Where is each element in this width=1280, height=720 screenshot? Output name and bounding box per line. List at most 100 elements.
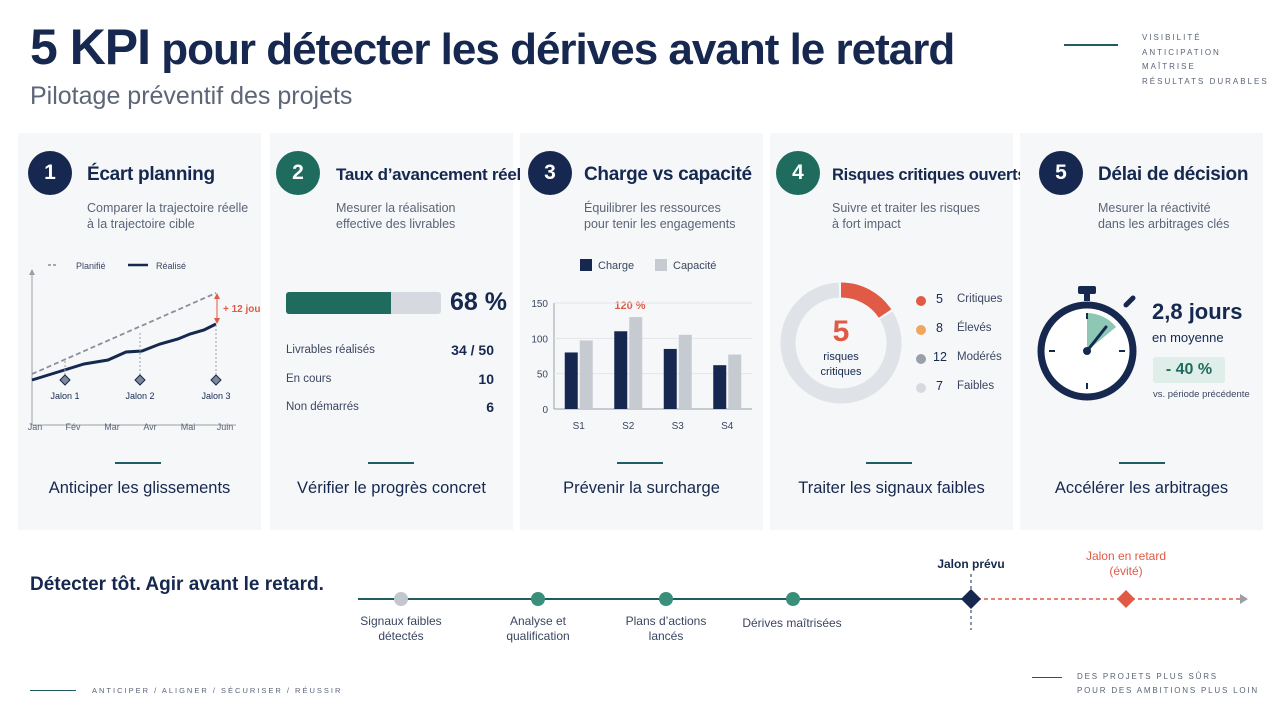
donut-center-label: critiques [821,366,862,378]
card-divider [368,462,414,464]
schedule-variance-chart: Planifié Réalisé + 12 jours Jalon 1 Jalo… [28,261,261,432]
late-milestone-line: Jalon en retard [1085,549,1167,563]
kpi-footer: Accélérer les arbitrages [1054,479,1229,497]
legend-label: Critiques [957,293,1003,305]
tagline-item: VISIBILITÉ [1142,33,1202,42]
kpi-description-line: à fort impact [832,217,901,231]
legend-dot-eleves [916,325,926,335]
timeline-step-line: lancés [648,629,684,643]
tagline-divider [1064,44,1118,46]
donut-slice-critiques [840,282,892,319]
legend-charge-label: Charge [598,260,634,272]
kpi-footer: Anticiper les glissements [48,479,231,497]
legend-charge-swatch [580,259,592,271]
progress-percent: 68 % [450,288,507,316]
timeline-step-line: Signaux faibles [360,614,442,628]
bar-category-label: S1 [573,421,586,431]
decision-delay-sub: en moyenne [1152,330,1224,345]
kpi-card-ecart-planning: 1 Écart planning Comparer la trajectoire… [18,133,261,530]
donut-center-label: risques [823,351,859,363]
kpi-card-taux-avancement: 2 Taux d’avancement réel Mesurer la réal… [270,133,521,530]
progress-fill [286,292,392,314]
prevention-timeline [358,574,1248,630]
bar-capacité [579,340,593,409]
decision-delay-delta-badge: - 40 % [1153,357,1225,383]
kpi-number-badge: 1 [28,151,72,195]
progress-bar [286,292,441,314]
planned-milestone-label: Jalon prévu [937,557,1005,571]
bar-category-label: S4 [721,421,734,431]
page-title: 5 KPI pour détecter les dérives avant le… [30,18,955,76]
legend-count: 5 [936,292,943,306]
kpi-description-line: Équilibrer les ressources [584,201,721,215]
timeline-step-dot [786,592,800,606]
kpi-number-badge: 3 [528,151,572,195]
bar-y-tick-label: 50 [537,370,549,381]
risk-legend-item: 5 Critiques [916,290,1006,310]
title-kpi: 5 KPI [30,19,151,75]
kpi-description: Mesurer la réalisation effective des liv… [336,200,456,232]
delta-arrow-down [214,318,220,324]
footer-divider-left [30,690,76,691]
bar-charge [614,331,628,409]
kpi-description-line: Suivre et traiter les risques [832,201,980,215]
timeline-step-label: Signaux faibles détectés [341,614,461,644]
timeline-arrowhead [1240,594,1248,604]
card-divider [115,462,161,464]
footer-right-line: POUR DES AMBITIONS PLUS LOIN [1077,686,1259,695]
kpi-description: Comparer la trajectoire réelle à la traj… [87,200,248,232]
month-label: Mar [104,422,120,432]
kpi-description-line: Mesurer la réactivité [1098,201,1211,215]
row-label: Livrables réalisés [286,344,375,356]
month-label: Jan [28,422,43,432]
footer-right-text: DES PROJETS PLUS SÛRS POUR DES AMBITIONS… [1077,670,1259,698]
timeline-step-line: Dérives maîtrisées [742,616,842,630]
bar-y-tick-label: 0 [542,405,548,416]
title-rest: pour détecter les dérives avant le retar… [150,25,955,74]
actual-line [31,322,217,382]
milestone-label: Jalon 2 [125,391,154,401]
bar-charge [713,365,727,409]
legend-label: Faibles [957,380,995,392]
card-divider [866,462,912,464]
timeline-step-label: Plans d’actions lancés [606,614,726,644]
kpi-description-line: dans les arbitrages clés [1098,217,1230,231]
bar-charge [564,352,578,409]
milestone-diamond [59,374,71,386]
decision-delay-delta-sub: vs. période précédente [1153,389,1250,400]
tagline-item: ANTICIPATION [1142,47,1221,57]
timeline-step-dot [531,592,545,606]
kpi-description-line: effective des livrables [336,217,456,231]
legend-dot-moderes [916,354,926,364]
row-label: Non démarrés [286,401,359,413]
legend-dot-faibles [916,383,926,393]
timeline-step-label: Dérives maîtrisées [732,616,852,631]
kpi-description-line: à la trajectoire cible [87,217,195,231]
month-label: Avr [143,422,156,432]
y-axis-arrow [29,269,35,275]
late-milestone-diamond [1117,590,1135,608]
milestone-label: Jalon 1 [50,391,79,401]
overload-annotation: 120 % [614,300,645,312]
kpi-description-line: Mesurer la réalisation [336,201,456,215]
month-label: Mai [181,422,196,432]
legend-count: 12 [933,350,947,364]
card-divider [617,462,663,464]
kpi-description: Équilibrer les ressources pour tenir les… [584,200,735,232]
risk-donut-chart: 5 risques critiques [780,282,902,404]
donut-slice-others [780,282,902,404]
decision-delay-value: 2,8 jours [1152,299,1243,324]
kpi-footer: Prévenir la surcharge [563,479,720,497]
bar-charge [663,348,677,409]
milestone-diamond [134,374,146,386]
kpi-title: Charge vs capacité [584,164,752,185]
footer-divider-right [1032,677,1062,678]
row-value: 6 [486,399,494,415]
legend-planned-label: Planifié [76,261,106,271]
risk-legend-item: 7 Faibles [916,377,1006,397]
donut-center-value: 5 [833,315,850,348]
kpi-number-badge: 2 [276,151,320,195]
legend-label: Élevés [957,322,992,334]
bar-capacité [728,354,742,409]
kpi-title: Taux d’avancement réel [336,165,521,184]
